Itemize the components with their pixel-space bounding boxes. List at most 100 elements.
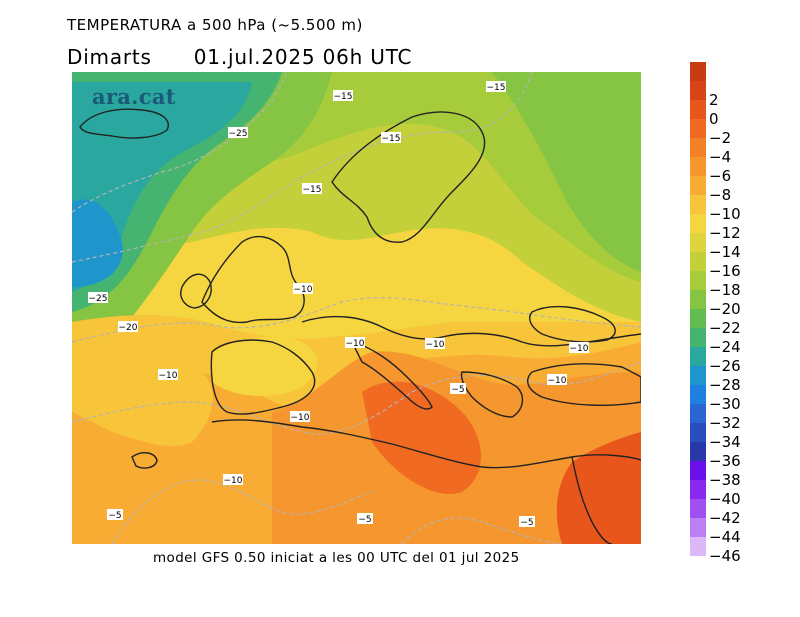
svg-text:−10: −10 — [548, 376, 567, 386]
chart-subtitle: Dimarts 01.jul.2025 06h UTC — [67, 45, 412, 69]
contour-label-azores: −10 — [158, 369, 178, 381]
legend-label: −34 — [709, 433, 741, 451]
svg-text:−5: −5 — [358, 515, 371, 525]
field-0-egypt — [556, 432, 641, 544]
svg-text:−15: −15 — [334, 92, 353, 102]
contour-label-n-atlantic: −15 — [333, 90, 353, 102]
iberia-coast — [210, 339, 316, 415]
legend-swatch — [690, 309, 706, 328]
svg-text:−5: −5 — [520, 518, 533, 528]
field-minus20-east — [492, 72, 641, 272]
legend-label: −26 — [709, 357, 741, 375]
turkey-coast — [526, 363, 641, 406]
legend-label: −12 — [709, 224, 741, 242]
legend-swatch — [690, 176, 706, 195]
italy-coast — [350, 340, 433, 410]
legend-label: −18 — [709, 281, 741, 299]
canaries-coast — [131, 452, 158, 469]
legend-label: −28 — [709, 376, 741, 394]
svg-text:−10: −10 — [294, 285, 313, 295]
black-sea-coast — [529, 305, 616, 343]
contour-label-balkans: −10 — [425, 338, 445, 350]
legend-label: −22 — [709, 319, 741, 337]
legend-label: −20 — [709, 300, 741, 318]
legend-label: −14 — [709, 243, 741, 261]
north-europe-coast — [301, 315, 641, 347]
contour-label-turkey: −10 — [547, 374, 567, 386]
legend-label: −6 — [709, 167, 732, 185]
legend-label: 2 — [709, 91, 719, 109]
svg-text:−5: −5 — [108, 511, 121, 521]
legend-label: −36 — [709, 452, 741, 470]
map-canvas: −15 −15 −25 −15 −15 −25 −20 −10 −10 −10 … — [72, 72, 641, 544]
legend-label: −38 — [709, 471, 741, 489]
legend-swatch — [690, 252, 706, 271]
svg-text:−15: −15 — [303, 185, 322, 195]
svg-text:−5: −5 — [451, 385, 464, 395]
legend-label: −46 — [709, 547, 741, 565]
svg-text:−10: −10 — [570, 344, 589, 354]
temperature-map: −15 −15 −25 −15 −15 −25 −20 −10 −10 −10 … — [72, 72, 641, 544]
contour-label-iberia-south: −10 — [290, 411, 310, 423]
field-minus12-iberia — [212, 336, 317, 397]
legend-swatch — [690, 423, 706, 442]
contour-labels: −15 −15 −25 −15 −15 −25 −20 −10 −10 −10 … — [88, 81, 589, 528]
legend-label: −30 — [709, 395, 741, 413]
contour-label-channel: −10 — [293, 283, 313, 295]
contour-label-black-sea: −10 — [569, 342, 589, 354]
contour-label-norway: −15 — [381, 132, 401, 144]
svg-text:−10: −10 — [159, 371, 178, 381]
ireland-coast — [180, 273, 212, 309]
legend-swatch — [690, 138, 706, 157]
legend-swatch — [690, 233, 706, 252]
legend-label: −40 — [709, 490, 741, 508]
legend-swatch — [690, 442, 706, 461]
legend-label: −4 — [709, 148, 732, 166]
scandinavia-coast — [331, 111, 486, 243]
legend-label: −32 — [709, 414, 741, 432]
legend-swatch — [690, 480, 706, 499]
contour-label-egypt: −5 — [519, 516, 535, 528]
legend-label: −24 — [709, 338, 741, 356]
legend-swatch — [690, 328, 706, 347]
color-scale-bar — [690, 62, 710, 556]
brand-logo[interactable]: ara.cat — [92, 84, 176, 109]
legend-swatch — [690, 347, 706, 366]
legend-label: −8 — [709, 186, 732, 204]
legend-swatch — [690, 100, 706, 119]
iceland-coast — [79, 108, 169, 139]
contour-label-north-sea: −15 — [302, 183, 322, 195]
contour-label-atlantic-sw: −20 — [118, 321, 138, 333]
field-minus10-atlantic — [72, 364, 213, 447]
svg-text:−10: −10 — [224, 476, 243, 486]
chart-title: TEMPERATURA a 500 hPa (~5.500 m) — [67, 16, 363, 34]
day-name: Dimarts — [67, 45, 152, 69]
svg-text:−25: −25 — [229, 129, 248, 139]
contour-label-morocco: −10 — [223, 474, 243, 486]
legend-swatch — [690, 119, 706, 138]
contour-label-russia: −15 — [486, 81, 506, 93]
legend-label: −42 — [709, 509, 741, 527]
legend-swatch — [690, 537, 706, 556]
legend-label: −16 — [709, 262, 741, 280]
contour-label-canaries: −5 — [107, 509, 123, 521]
svg-text:−15: −15 — [487, 83, 506, 93]
svg-text:−25: −25 — [89, 294, 108, 304]
legend-swatch — [690, 404, 706, 423]
legend-swatch — [690, 157, 706, 176]
north-africa-coast — [211, 419, 641, 469]
legend-swatch — [690, 461, 706, 480]
legend-swatch — [690, 366, 706, 385]
isotherm-lines — [72, 72, 641, 544]
legend-swatch — [690, 499, 706, 518]
legend-swatch — [690, 195, 706, 214]
legend-swatch — [690, 271, 706, 290]
legend-swatch — [690, 385, 706, 404]
legend-label: −44 — [709, 528, 741, 546]
legend-swatch — [690, 81, 706, 100]
contour-label-alps: −10 — [345, 337, 365, 349]
contour-label-atlantic-west: −25 — [88, 292, 108, 304]
legend-label: −2 — [709, 129, 732, 147]
svg-text:−10: −10 — [346, 339, 365, 349]
svg-text:−20: −20 — [119, 323, 138, 333]
